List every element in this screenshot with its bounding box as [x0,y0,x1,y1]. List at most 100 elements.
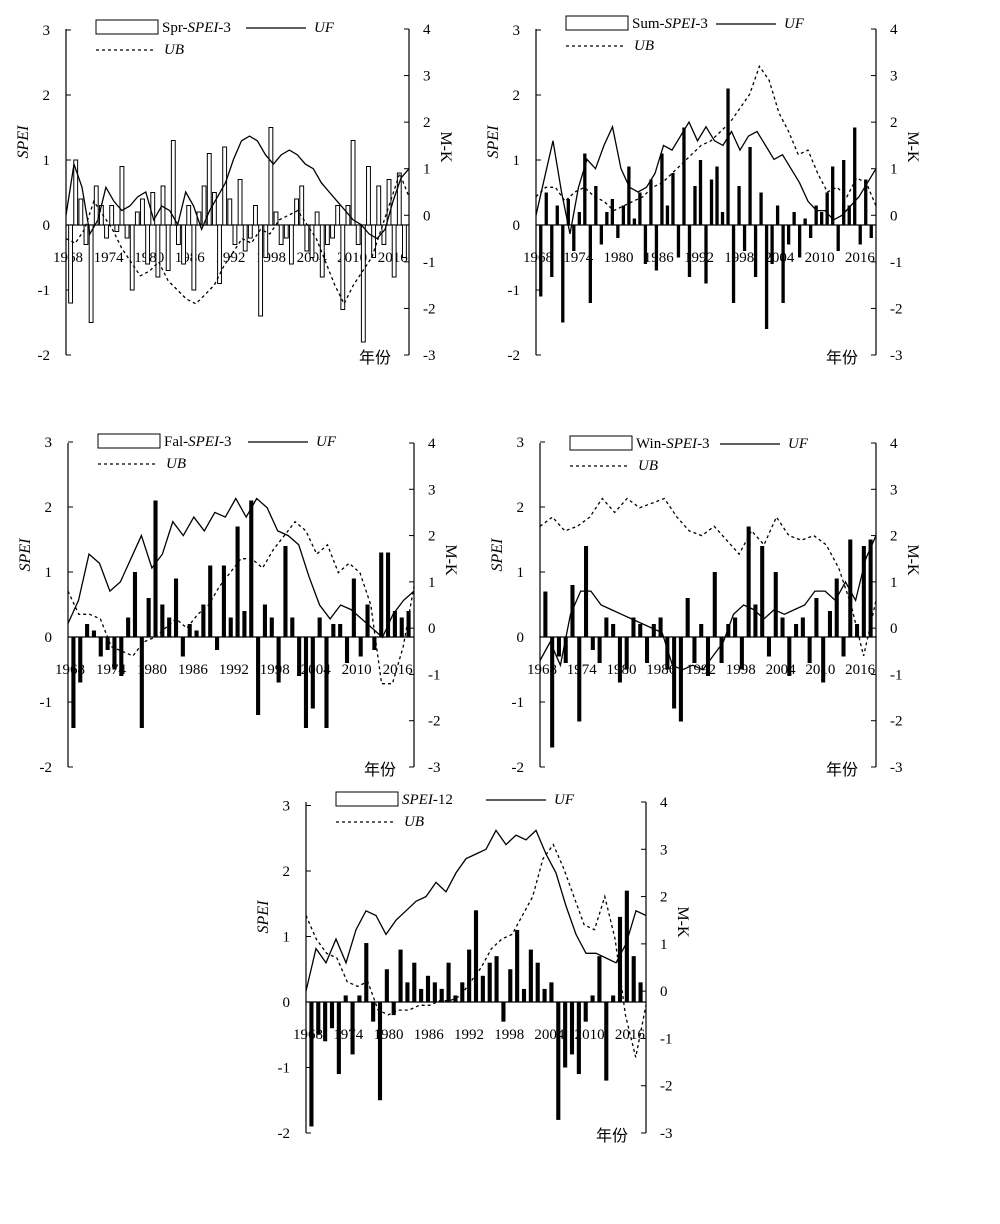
spei-bar [112,637,117,670]
spei-bar [528,949,533,1002]
spei-bar [309,224,315,258]
spei-bar [746,526,751,637]
x-tick-label: 1968 [523,250,553,266]
right-tick-label: -1 [428,667,441,683]
spei-bar [542,988,547,1002]
spei-bar [366,166,371,226]
spei-bar [597,637,602,663]
right-tick-label: -3 [423,348,436,364]
spei-bar [109,205,115,226]
spei-bar [515,929,520,1002]
spei-bar [521,988,527,1002]
spei-bar [299,185,305,226]
x-tick-label: 1980 [603,250,633,266]
legend-bar-swatch [569,435,633,451]
left-tick-label: -2 [278,1126,291,1142]
spei-bar [186,205,192,226]
spei-bar [180,637,185,657]
spei-bar [170,140,176,226]
spei-bar [316,1002,321,1035]
x-tick-label: 2004 [301,662,332,678]
spei-bar [119,166,125,226]
spei-bar [73,159,79,226]
right-tick-label: 2 [660,890,668,906]
left-tick-label: 3 [43,23,51,39]
spei-bar [577,637,582,722]
spei-bar [563,637,568,663]
spei-bar [412,962,417,1002]
right-axis-label: M-K [904,544,921,576]
spei-bar [624,637,629,670]
uf-series-line [305,829,647,992]
legend-uf-label: UF [554,792,575,808]
spei-bar [855,624,860,637]
spei-bar [494,956,499,1002]
spei-bar [263,224,269,258]
spei-bar [726,624,731,637]
left-tick-label: 3 [45,435,53,451]
spei-bar [604,617,609,637]
left-tick-label: 0 [283,995,291,1011]
spei-bar [242,611,247,637]
spei-bar [217,224,222,284]
x-tick-label: 1992 [219,662,249,678]
spei-bar [335,205,341,226]
spei-bar [566,199,570,225]
x-tick-label: 2004 [766,662,797,678]
x-tick-label: 1992 [454,1027,484,1043]
spei-bar [847,205,851,225]
x-tick-label: 1968 [293,1027,323,1043]
spei-bar [672,637,677,709]
left-tick-label: 3 [283,799,291,815]
spei-bar [396,172,402,226]
spei-bar [377,1002,383,1101]
spei-bar [809,225,813,238]
x-axis-label: 年份 [596,1127,628,1145]
spei-bar [290,617,295,637]
spei-bar [632,218,637,225]
spei-bar [249,500,254,637]
x-tick-label: 1998 [724,250,754,266]
left-tick-label: 1 [517,565,525,581]
spei-bar [556,1002,561,1120]
spei-bar [764,225,769,329]
legend-ub-label: UB [166,456,186,472]
x-tick-label: 2016 [615,1027,646,1043]
spei-bar [324,224,330,245]
spei-bar [660,153,664,225]
right-tick-label: 1 [890,162,898,178]
spei-bar [187,624,192,637]
spei-bar [392,611,397,637]
legend-ub-label: UB [164,42,184,58]
left-axis-label: SPEI [255,900,272,934]
left-tick-label: 2 [283,864,291,880]
left-tick-label: 0 [45,630,53,646]
spei-bar [91,630,96,637]
spei-bar [237,179,243,226]
right-tick-label: 3 [660,842,668,858]
x-tick-label: 1998 [260,662,290,678]
left-tick-label: 0 [513,218,521,234]
left-axis-label: SPEI [17,538,34,572]
right-tick-label: 2 [423,115,431,131]
spei-bar [868,539,873,637]
spei-bar [331,624,336,637]
spei-bar [535,962,540,1002]
ub-series-line [535,64,877,212]
spei-bar [381,224,387,245]
ub-series-line [67,520,415,685]
left-tick-label: 3 [517,435,525,451]
legend-bar-label: Sum-SPEI-3 [632,16,708,32]
spei-bar [98,637,103,657]
spei-bar [83,224,89,245]
x-tick-label: 2016 [383,662,414,678]
x-axis-label: 年份 [826,761,858,779]
spei-bar [787,637,792,676]
right-tick-label: 0 [423,208,431,224]
right-tick-label: 1 [660,937,668,953]
left-tick-label: 0 [43,218,51,234]
spei-bar [705,637,711,676]
right-tick-label: -3 [890,348,903,364]
spei-bar [814,205,818,225]
spei-bar [357,995,362,1002]
